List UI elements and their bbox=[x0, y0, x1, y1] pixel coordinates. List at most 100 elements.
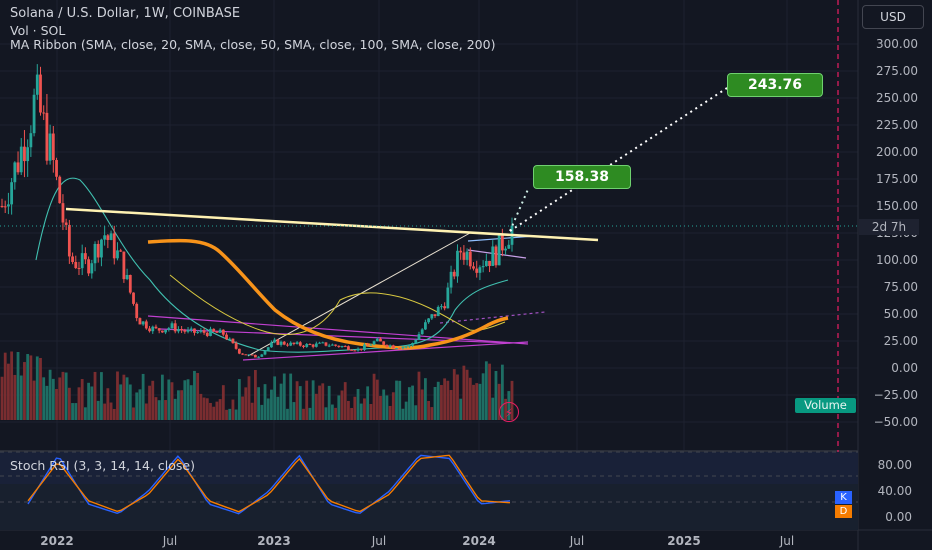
stoch-tick-label: 40.00 bbox=[878, 484, 912, 498]
volume-bar bbox=[449, 390, 453, 420]
volume-bar bbox=[164, 400, 167, 420]
time-axis[interactable]: 2022 Jul 2023 Jul 2024 Jul 2025 Jul bbox=[40, 534, 794, 548]
resistance-trendline[interactable] bbox=[65, 207, 599, 242]
candle-body bbox=[90, 263, 94, 274]
volume-bar bbox=[71, 403, 74, 420]
time-tick-label: 2022 bbox=[40, 534, 73, 548]
volume-bar bbox=[417, 371, 421, 420]
volume-bar bbox=[468, 377, 472, 420]
candle-body bbox=[327, 345, 331, 347]
candle-body bbox=[436, 306, 440, 317]
price-tick-label: 200.00 bbox=[876, 145, 918, 159]
candle-body bbox=[80, 253, 84, 269]
candle-body bbox=[427, 318, 431, 323]
candle-body bbox=[385, 344, 389, 347]
candle-body bbox=[135, 303, 139, 319]
candle-body bbox=[500, 234, 504, 251]
stoch-k-line bbox=[27, 454, 511, 515]
volume-bar bbox=[55, 389, 58, 420]
candle-body bbox=[103, 235, 107, 240]
volume-bar bbox=[170, 382, 174, 420]
volume-bar bbox=[160, 374, 164, 420]
candle-body bbox=[244, 354, 248, 356]
volume-bar bbox=[42, 377, 46, 420]
volume-bars bbox=[0, 351, 514, 420]
candle-body bbox=[225, 334, 228, 340]
candle-body bbox=[231, 338, 235, 344]
volume-bar bbox=[366, 386, 370, 420]
volume-bar bbox=[196, 373, 200, 420]
volume-legend[interactable]: Vol · SOL bbox=[10, 23, 66, 38]
volume-bar bbox=[276, 396, 280, 420]
volume-bar bbox=[314, 393, 318, 420]
candle-body bbox=[459, 250, 463, 253]
volume-bar bbox=[475, 383, 479, 420]
candle-body bbox=[395, 348, 398, 350]
candle-body bbox=[504, 248, 507, 251]
target-callout-243[interactable]: 243.76 bbox=[727, 73, 823, 97]
lightning-icon[interactable]: ⚡ bbox=[499, 402, 519, 422]
stoch-d-line bbox=[27, 454, 511, 513]
volume-bar bbox=[193, 370, 196, 420]
volume-bar bbox=[423, 378, 427, 420]
candle-body bbox=[350, 349, 354, 351]
volume-bar bbox=[404, 401, 408, 420]
volume-bar bbox=[154, 397, 158, 420]
grid bbox=[56, 0, 788, 530]
volume-bar bbox=[327, 385, 331, 420]
candle-body bbox=[119, 250, 123, 252]
diagonal-line bbox=[247, 232, 471, 357]
projection-158-line bbox=[509, 186, 530, 232]
candle-body bbox=[257, 356, 261, 358]
volume-bar bbox=[363, 398, 366, 420]
target-callout-158[interactable]: 158.38 bbox=[533, 165, 631, 189]
volume-bar bbox=[148, 385, 151, 420]
candle-body bbox=[96, 243, 100, 258]
candle-body bbox=[417, 334, 421, 340]
candle-body bbox=[74, 261, 78, 268]
volume-bar bbox=[244, 387, 248, 420]
candle-body bbox=[475, 268, 479, 273]
volume-bar bbox=[51, 378, 55, 420]
candle-body bbox=[170, 323, 174, 329]
candle-body bbox=[173, 323, 177, 332]
candle-body bbox=[433, 314, 437, 317]
candle-body bbox=[167, 328, 171, 330]
volume-bar bbox=[3, 352, 7, 420]
candle-body bbox=[468, 251, 472, 267]
candle-body bbox=[462, 252, 466, 260]
volume-bar bbox=[391, 392, 395, 420]
candle-body bbox=[221, 329, 225, 335]
volume-bar bbox=[372, 373, 376, 420]
candle-body bbox=[0, 206, 4, 207]
volume-bar bbox=[199, 393, 203, 420]
candle-body bbox=[497, 234, 501, 266]
volume-bar bbox=[83, 407, 87, 420]
volume-bar bbox=[369, 403, 373, 420]
volume-bar bbox=[231, 399, 235, 420]
volume-bar bbox=[205, 398, 209, 420]
price-tick-label: 250.00 bbox=[876, 91, 918, 105]
stoch-rsi-legend[interactable]: Stoch RSI (3, 3, 14, 14, close) bbox=[10, 458, 195, 473]
candle-body bbox=[382, 341, 386, 345]
volume-bar bbox=[247, 376, 251, 420]
candle-body bbox=[218, 329, 222, 333]
candle-body bbox=[318, 342, 321, 344]
candle-body bbox=[414, 339, 418, 344]
volume-bar bbox=[395, 380, 398, 420]
candle-body bbox=[212, 328, 216, 332]
currency-button[interactable]: USD bbox=[862, 5, 924, 29]
stoch-tick-label: 80.00 bbox=[878, 458, 912, 472]
time-tick-label: Jul bbox=[779, 534, 794, 548]
ma-ribbon-legend[interactable]: MA Ribbon (SMA, close, 20, SMA, close, 5… bbox=[10, 37, 496, 52]
volume-bar bbox=[10, 351, 14, 420]
candle-body bbox=[324, 342, 328, 346]
candle-body bbox=[10, 182, 14, 205]
volume-bar bbox=[414, 405, 418, 420]
symbol-title[interactable]: Solana / U.S. Dollar, 1W, COINBASE bbox=[10, 6, 241, 21]
volume-bar bbox=[385, 395, 389, 420]
volume-bar bbox=[0, 376, 4, 420]
volume-bar bbox=[343, 382, 347, 420]
moving-averages bbox=[35, 177, 509, 353]
